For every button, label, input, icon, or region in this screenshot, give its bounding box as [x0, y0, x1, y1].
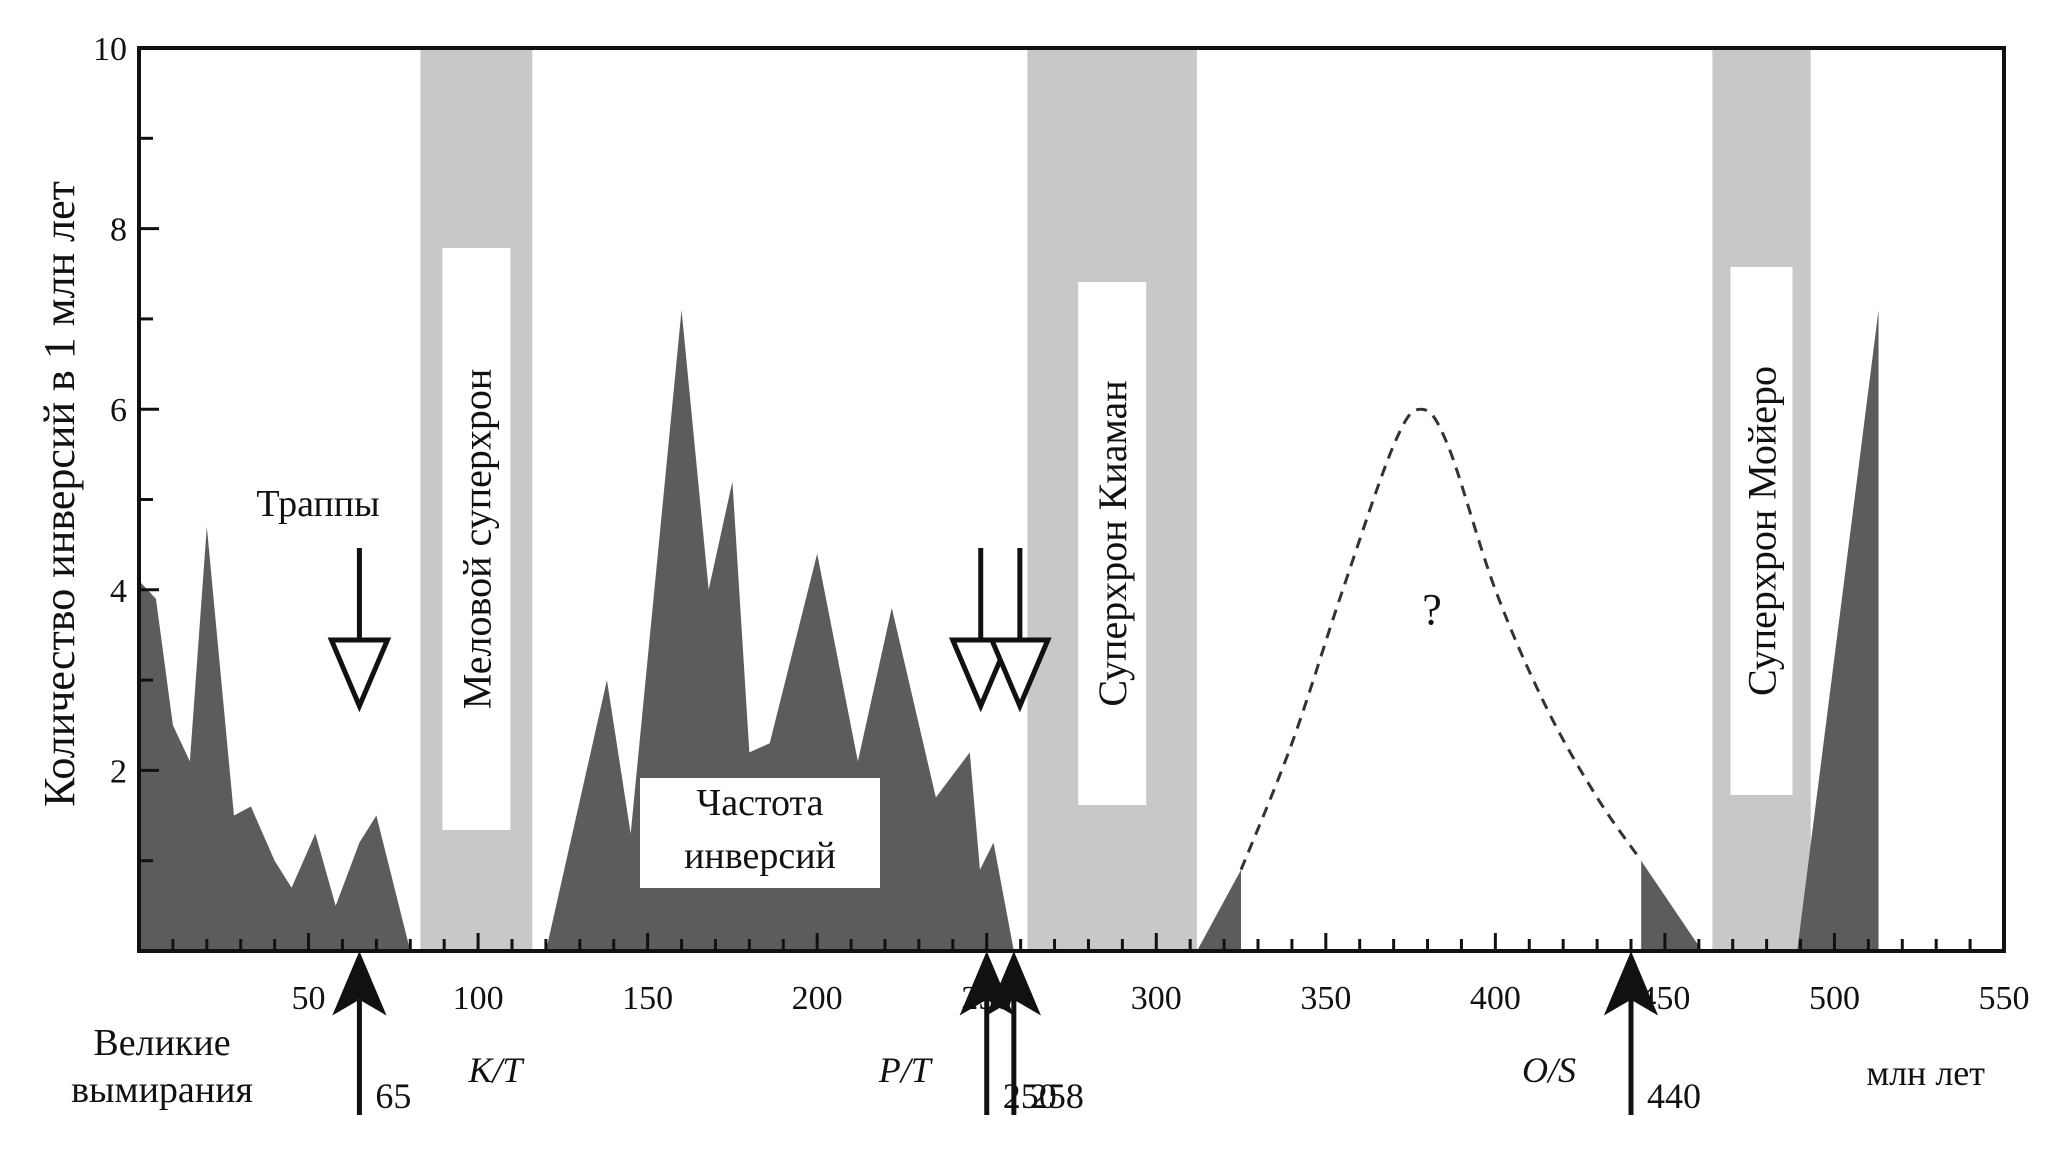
boundary-label-440: O/S [1522, 1050, 1576, 1090]
frequency-label-line2: инверсий [684, 835, 836, 877]
extinction-arrow-head [332, 951, 387, 1016]
superchron-label-1: Суперхрон Киаман [1090, 380, 1135, 706]
x-tick-label-50: 50 [292, 980, 326, 1017]
frequency-label-box [640, 778, 880, 888]
x-tick-label-400: 400 [1470, 980, 1521, 1017]
extinction-arrow-258: 258 [986, 951, 1084, 1116]
boundary-label-250: P/T [878, 1050, 934, 1090]
x-tick-label-200: 200 [792, 980, 843, 1017]
superchron-label-box-1 [1078, 282, 1147, 805]
extinction-arrow-head [1603, 951, 1659, 1016]
x-tick-label-500: 500 [1809, 980, 1860, 1017]
tick-labels: 50100150200250300350400450500550246810 [93, 31, 2030, 1017]
y-tick-label-2: 2 [110, 753, 127, 790]
x-tick-label-300: 300 [1131, 980, 1182, 1017]
traps-arrow-head [948, 637, 1013, 713]
extinction-value-65: 65 [375, 1076, 411, 1116]
y-tick-label-10: 10 [93, 31, 127, 68]
extinction-value-258: 258 [1030, 1076, 1084, 1116]
superchron-label-box-0 [442, 248, 511, 830]
area-segment-0 [139, 526, 411, 951]
x-tick-label-150: 150 [622, 980, 673, 1017]
x-tick-label-100: 100 [453, 980, 504, 1017]
traps-label: Траппы [256, 483, 379, 525]
extinction-arrow-65: 65 K/T [332, 951, 525, 1116]
boundary-label-65: K/T [467, 1050, 525, 1090]
y-tick-label-8: 8 [110, 212, 127, 249]
traps-arrow-2 [988, 548, 1052, 713]
superchron-label-2: Суперхрон Мойеро [1740, 366, 1785, 696]
superchron-labels: Меловой суперхрон Суперхрон Киаман Суперхр… [442, 248, 1793, 830]
y-tick-label-6: 6 [110, 392, 127, 429]
extinction-value-440: 440 [1647, 1076, 1701, 1116]
y-axis-label: Количество инверсий в 1 млн лет [35, 181, 84, 807]
inversion-frequency-area [139, 309, 1879, 951]
frequency-label-line1: Частота [697, 782, 824, 824]
x-tick-label-350: 350 [1300, 980, 1351, 1017]
traps-arrow-1 [948, 548, 1013, 713]
y-tick-label-4: 4 [110, 573, 127, 610]
dashed-curve [1239, 407, 1643, 871]
traps-arrow-head [988, 637, 1052, 713]
x-tick-label-550: 550 [1979, 980, 2030, 1017]
extinction-arrow-440: 440 O/S [1522, 951, 1701, 1116]
hypothetical-curve [1239, 407, 1643, 871]
area-segment-4 [1797, 309, 1879, 951]
superchron-label-box-2 [1730, 267, 1793, 795]
extinctions-label-line1: Великие [93, 1022, 230, 1064]
question-mark-label: ? [1422, 585, 1442, 634]
area-segment-2 [1196, 869, 1242, 951]
extinction-arrow-head [986, 951, 1041, 1016]
x-axis-unit-label: млн лет [1866, 1053, 1985, 1093]
area-segment-3 [1641, 860, 1703, 951]
traps-arrow-head [327, 637, 392, 713]
superchron-label-0: Меловой суперхрон [454, 369, 499, 710]
traps-arrow-0 [327, 548, 392, 713]
tick-marks [139, 136, 1972, 951]
extinctions-label-line2: вымирания [71, 1069, 253, 1111]
